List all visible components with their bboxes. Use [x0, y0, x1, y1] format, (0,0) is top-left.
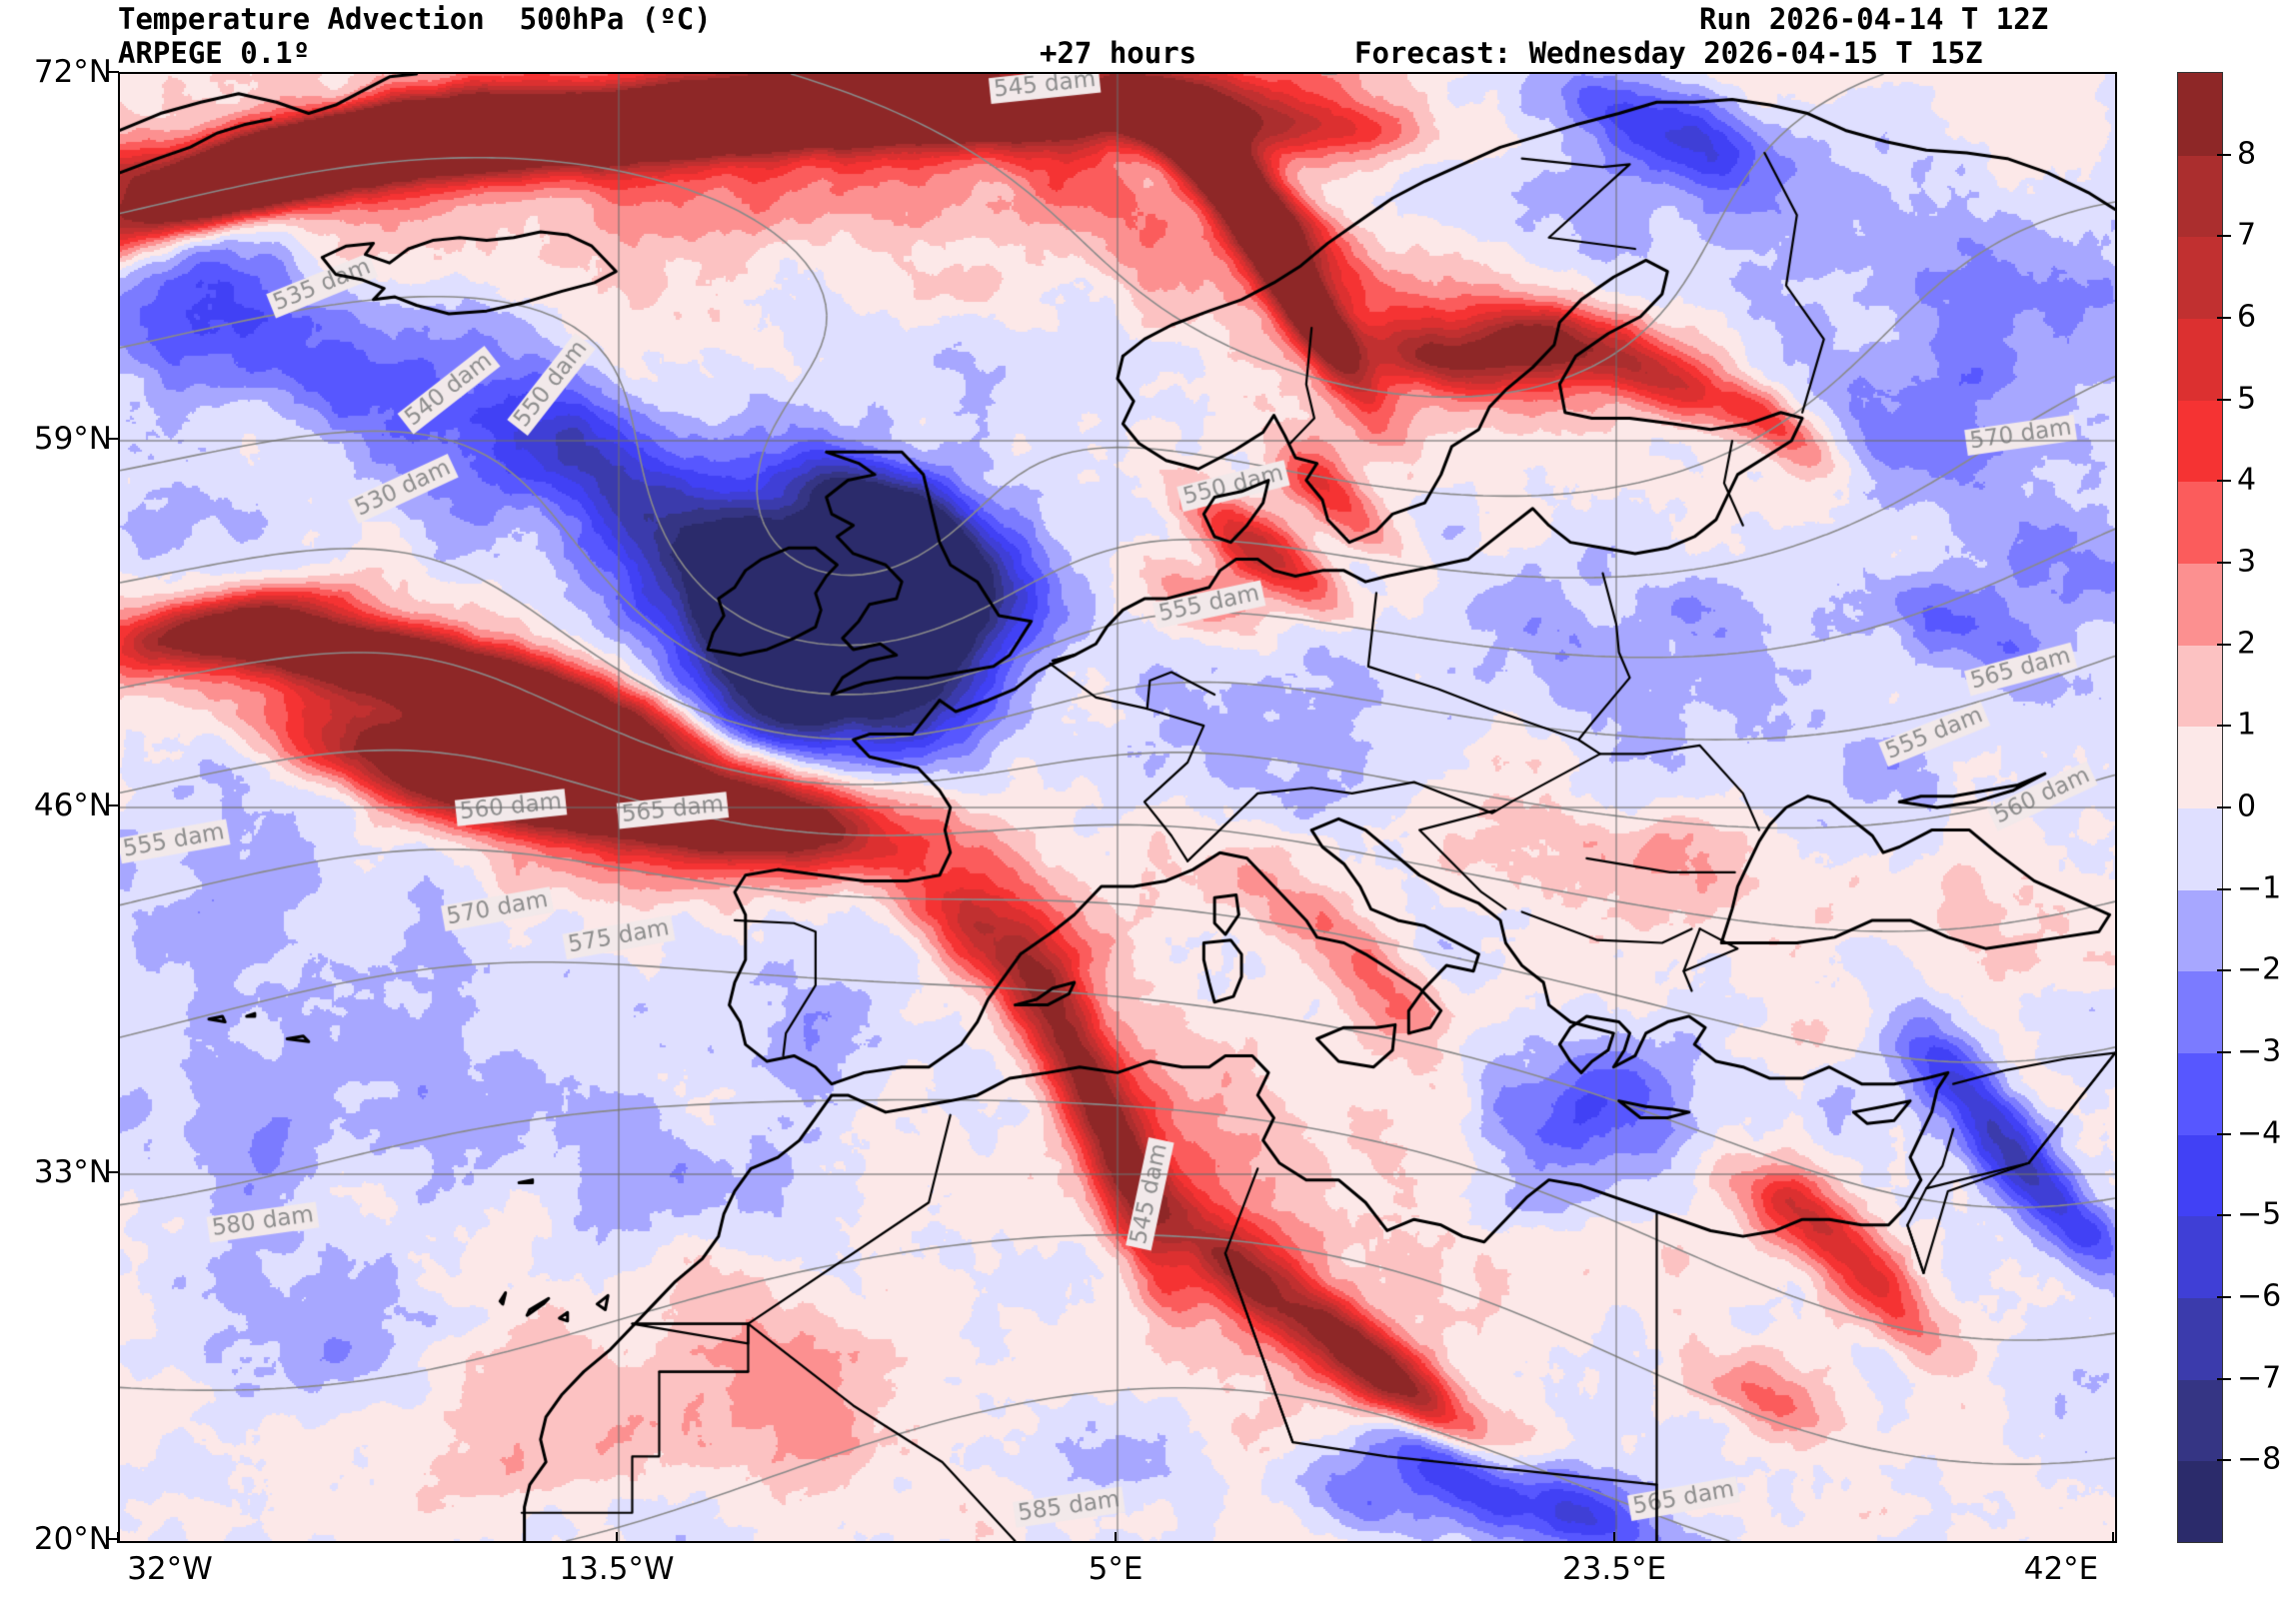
colorbar-tick-label: −5 [2237, 1196, 2282, 1232]
colorbar-segment [2178, 726, 2222, 808]
x-axis-tick [1613, 1532, 1615, 1543]
x-axis-tick [2112, 1532, 2114, 1543]
y-axis-tick [108, 804, 119, 806]
colorbar-tick [2217, 153, 2231, 156]
colorbar-tick [2217, 969, 2231, 972]
y-axis-tick [108, 1538, 119, 1540]
x-axis-tick-label: 23.5°E [1561, 1551, 1667, 1587]
colorbar-tick-label: 2 [2237, 626, 2257, 662]
colorbar-tick [2217, 317, 2231, 319]
colorbar-segment [2178, 73, 2222, 156]
colorbar-tick [2217, 643, 2231, 646]
colorbar-segment [2178, 1297, 2222, 1380]
colorbar-tick [2217, 1132, 2231, 1135]
weather-map-canvas [120, 74, 2115, 1541]
y-axis-tick-label: 46°N [33, 788, 112, 823]
colorbar-tick [2217, 235, 2231, 238]
page-title: Temperature Advection 500hPa (ºC) [118, 2, 712, 36]
colorbar-tick [2217, 1051, 2231, 1053]
colorbar-tick [2217, 1377, 2231, 1380]
y-axis-tick-label: 72°N [33, 54, 112, 90]
colorbar-segment [2178, 1378, 2222, 1462]
colorbar-tick-label: 1 [2237, 707, 2257, 743]
colorbar-tick-label: 0 [2237, 789, 2257, 824]
colorbar-tick-label: −7 [2237, 1360, 2282, 1396]
y-axis-tick [108, 438, 119, 440]
x-axis-tick [616, 1532, 618, 1543]
lead-time-label: +27 hours [1040, 36, 1197, 70]
colorbar-segment [2178, 481, 2222, 564]
forecast-time-label: Forecast: Wednesday 2026-04-15 T 15Z [1354, 36, 1983, 70]
colorbar-segment [2178, 1052, 2222, 1135]
colorbar-tick-label: 5 [2237, 381, 2257, 417]
colorbar-segment [2178, 888, 2222, 972]
x-axis-tick-label: 32°W [127, 1551, 213, 1587]
colorbar-segment [2178, 644, 2222, 728]
x-axis-tick-label: 13.5°W [559, 1551, 675, 1587]
x-axis-tick [117, 1532, 119, 1543]
colorbar-tick-label: −3 [2237, 1033, 2282, 1069]
colorbar-tick-label: −1 [2237, 870, 2282, 906]
colorbar [2177, 72, 2223, 1543]
colorbar-tick-label: 3 [2237, 544, 2257, 580]
model-label: ARPEGE 0.1º [118, 36, 311, 70]
colorbar-tick-label: 4 [2237, 462, 2257, 498]
colorbar-ticks: 8 7 6 5 4 3 2 1 0 −1 −2 −3 −4 −5 −6 −7 −8 [2177, 72, 2287, 1543]
header-line-2: ARPEGE 0.1º +27 hours Forecast: Wednesda… [0, 36, 2296, 70]
colorbar-tick-label: −6 [2237, 1278, 2282, 1314]
colorbar-tick [2217, 1459, 2231, 1462]
colorbar-tick-label: 6 [2237, 299, 2257, 335]
colorbar-tick [2217, 1296, 2231, 1298]
colorbar-segment [2178, 1460, 2222, 1542]
colorbar-tick [2217, 480, 2231, 483]
colorbar-segment [2178, 970, 2222, 1053]
x-axis-tick-label: 5°E [1088, 1551, 1144, 1587]
y-axis-tick-label: 59°N [33, 421, 112, 457]
x-axis-tick [1115, 1532, 1117, 1543]
map-header: Temperature Advection 500hPa (ºC) Run 20… [0, 0, 2296, 72]
colorbar-tick-label: −2 [2237, 951, 2282, 987]
colorbar-segment [2178, 1133, 2222, 1217]
colorbar-tick-label: 7 [2237, 217, 2257, 253]
colorbar-tick [2217, 887, 2231, 890]
run-time-label: Run 2026-04-14 T 12Z [1699, 2, 2049, 36]
colorbar-tick-label: 8 [2237, 136, 2257, 172]
y-axis-tick [108, 1171, 119, 1173]
colorbar-tick-label: −4 [2237, 1115, 2282, 1151]
colorbar-segment [2178, 1215, 2222, 1298]
colorbar-tick [2217, 562, 2231, 564]
colorbar-segment [2178, 563, 2222, 646]
colorbar-tick [2217, 806, 2231, 808]
colorbar-segment [2178, 236, 2222, 319]
colorbar-tick [2217, 725, 2231, 728]
colorbar-tick-label: −8 [2237, 1441, 2282, 1477]
x-axis-tick-label: 42°E [2023, 1551, 2099, 1587]
colorbar-segment [2178, 807, 2222, 890]
colorbar-segment [2178, 154, 2222, 238]
map-plot-area[interactable] [118, 72, 2117, 1543]
colorbar-segment [2178, 399, 2222, 483]
header-line-1: Temperature Advection 500hPa (ºC) Run 20… [0, 2, 2296, 36]
colorbar-tick [2217, 398, 2231, 401]
y-axis-tick-label: 20°N [33, 1521, 112, 1557]
colorbar-tick [2217, 1214, 2231, 1217]
y-axis-tick-label: 33°N [33, 1154, 112, 1190]
y-axis-tick [108, 71, 119, 73]
colorbar-segment [2178, 318, 2222, 401]
